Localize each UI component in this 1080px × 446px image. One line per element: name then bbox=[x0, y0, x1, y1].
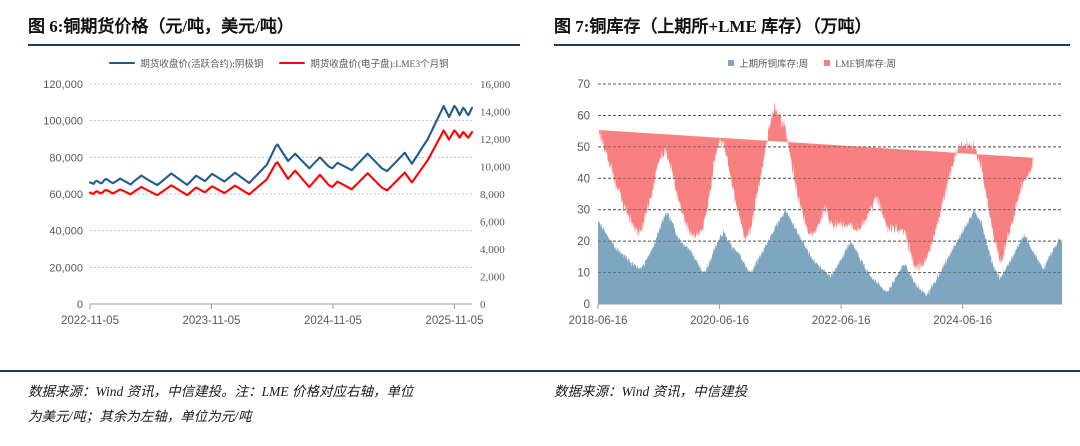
legend-item-shfe-copper-stock: 上期所铜库存:周 bbox=[728, 56, 808, 70]
legend-swatch-square-red bbox=[824, 60, 831, 66]
figure-6-panel: 图 6:铜期货价格（元/吨，美元/吨） 期货收盘价(活跃合约):阴极铜 期货收盘… bbox=[0, 17, 540, 446]
figure-6-title: 图 6:铜期货价格（元/吨，美元/吨） bbox=[28, 17, 294, 36]
svg-text:80,000: 80,000 bbox=[49, 152, 83, 164]
svg-text:6,000: 6,000 bbox=[480, 217, 505, 229]
legend-label-shfe-copper-stock: 上期所铜库存:周 bbox=[739, 60, 809, 70]
svg-text:70: 70 bbox=[577, 79, 590, 91]
figure-6-chart: 期货收盘价(活跃合约):阴极铜 期货收盘价(电子盘):LME3个月铜 0 20,0… bbox=[28, 50, 530, 341]
svg-text:50: 50 bbox=[577, 142, 590, 154]
svg-text:12,000: 12,000 bbox=[480, 134, 511, 146]
svg-text:60,000: 60,000 bbox=[49, 189, 83, 201]
svg-text:0: 0 bbox=[584, 299, 590, 311]
svg-text:2024-06-16: 2024-06-16 bbox=[933, 315, 992, 327]
figure-7-title: 图 7:铜库存（上期所+LME 库存）（万吨） bbox=[554, 17, 872, 36]
svg-text:10,000: 10,000 bbox=[480, 162, 511, 174]
svg-text:2025-11-05: 2025-11-05 bbox=[425, 315, 483, 327]
svg-text:14,000: 14,000 bbox=[480, 107, 511, 119]
svg-text:30: 30 bbox=[577, 205, 590, 217]
figure-7-title-rule bbox=[554, 44, 1070, 46]
svg-text:2022-06-16: 2022-06-16 bbox=[812, 315, 871, 327]
svg-text:40,000: 40,000 bbox=[49, 226, 83, 238]
svg-text:2024-11-05: 2024-11-05 bbox=[304, 315, 362, 327]
figure-6-footnote-line-1: 数据来源：Wind 资讯，中信建投。注：LME 价格对应右轴，单位 bbox=[28, 384, 414, 399]
figure-6-plot: 0 20,000 40,000 60,000 80,000 100,000 120,000 0… bbox=[28, 76, 530, 341]
legend-swatch-line-blue bbox=[109, 61, 136, 65]
svg-text:100,000: 100,000 bbox=[43, 116, 83, 128]
legend-label-cathode-copper: 期货收盘价(活跃合约):阴极铜 bbox=[140, 60, 264, 70]
svg-text:20: 20 bbox=[577, 236, 590, 248]
figure-7-panel: 图 7:铜库存（上期所+LME 库存）（万吨） 上期所铜库存:周 LME铜库存:… bbox=[540, 0, 1080, 446]
legend-label-lme-3m-copper: 期货收盘价(电子盘):LME3个月铜 bbox=[310, 60, 449, 70]
figure-7-svg: 0 10 20 30 40 50 60 70 2018-06-16 2020-06-16 2022-… bbox=[569, 79, 1062, 327]
figure-7-plot: 0 10 20 30 40 50 60 70 2018-06-16 2020-06-16 2022-… bbox=[554, 76, 1070, 341]
svg-text:0: 0 bbox=[480, 299, 486, 311]
legend-item-lme-3m-copper: 期货收盘价(电子盘):LME3个月铜 bbox=[279, 56, 449, 70]
legend-label-lme-copper-stock: LME铜库存:周 bbox=[835, 60, 896, 70]
svg-text:0: 0 bbox=[77, 299, 83, 311]
svg-text:2022-11-05: 2022-11-05 bbox=[61, 315, 119, 327]
svg-text:4,000: 4,000 bbox=[480, 244, 505, 256]
figure-6-legend: 期货收盘价(活跃合约):阴极铜 期货收盘价(电子盘):LME3个月铜 bbox=[28, 50, 530, 76]
legend-item-lme-copper-stock: LME铜库存:周 bbox=[824, 56, 896, 70]
svg-text:60: 60 bbox=[577, 110, 590, 122]
legend-swatch-square-blue bbox=[728, 60, 735, 66]
svg-text:16,000: 16,000 bbox=[480, 79, 511, 91]
svg-text:20,000: 20,000 bbox=[49, 262, 83, 274]
svg-text:40: 40 bbox=[577, 173, 590, 185]
svg-text:10: 10 bbox=[577, 268, 590, 280]
legend-swatch-line-red bbox=[279, 61, 306, 65]
figure-6-title-rule bbox=[28, 44, 520, 46]
figure-7-footnote: 数据来源：Wind 资讯，中信建投 bbox=[540, 370, 1080, 446]
svg-text:8,000: 8,000 bbox=[480, 189, 505, 201]
figure-7-footnote-line-1: 数据来源：Wind 资讯，中信建投 bbox=[554, 384, 748, 399]
svg-text:120,000: 120,000 bbox=[43, 79, 83, 91]
svg-text:2,000: 2,000 bbox=[480, 272, 505, 284]
legend-item-cathode-copper: 期货收盘价(活跃合约):阴极铜 bbox=[109, 56, 263, 70]
figure-7-chart: 上期所铜库存:周 LME铜库存:周 0 10 20 30 40 50 60 70 2018-06… bbox=[554, 50, 1070, 341]
figure-6-footnote-line-2: 为美元/吨；其余为左轴，单位为元/吨 bbox=[28, 408, 252, 424]
svg-text:2023-11-05: 2023-11-05 bbox=[182, 315, 240, 327]
figure-7-legend: 上期所铜库存:周 LME铜库存:周 bbox=[554, 50, 1070, 76]
figure-6-footnote: 数据来源：Wind 资讯，中信建投。注：LME 价格对应右轴，单位 为美元/吨；… bbox=[0, 370, 540, 446]
svg-text:2020-06-16: 2020-06-16 bbox=[690, 315, 749, 327]
svg-text:2018-06-16: 2018-06-16 bbox=[569, 315, 628, 327]
figure-6-svg: 0 20,000 40,000 60,000 80,000 100,000 120,000 0… bbox=[43, 79, 511, 327]
